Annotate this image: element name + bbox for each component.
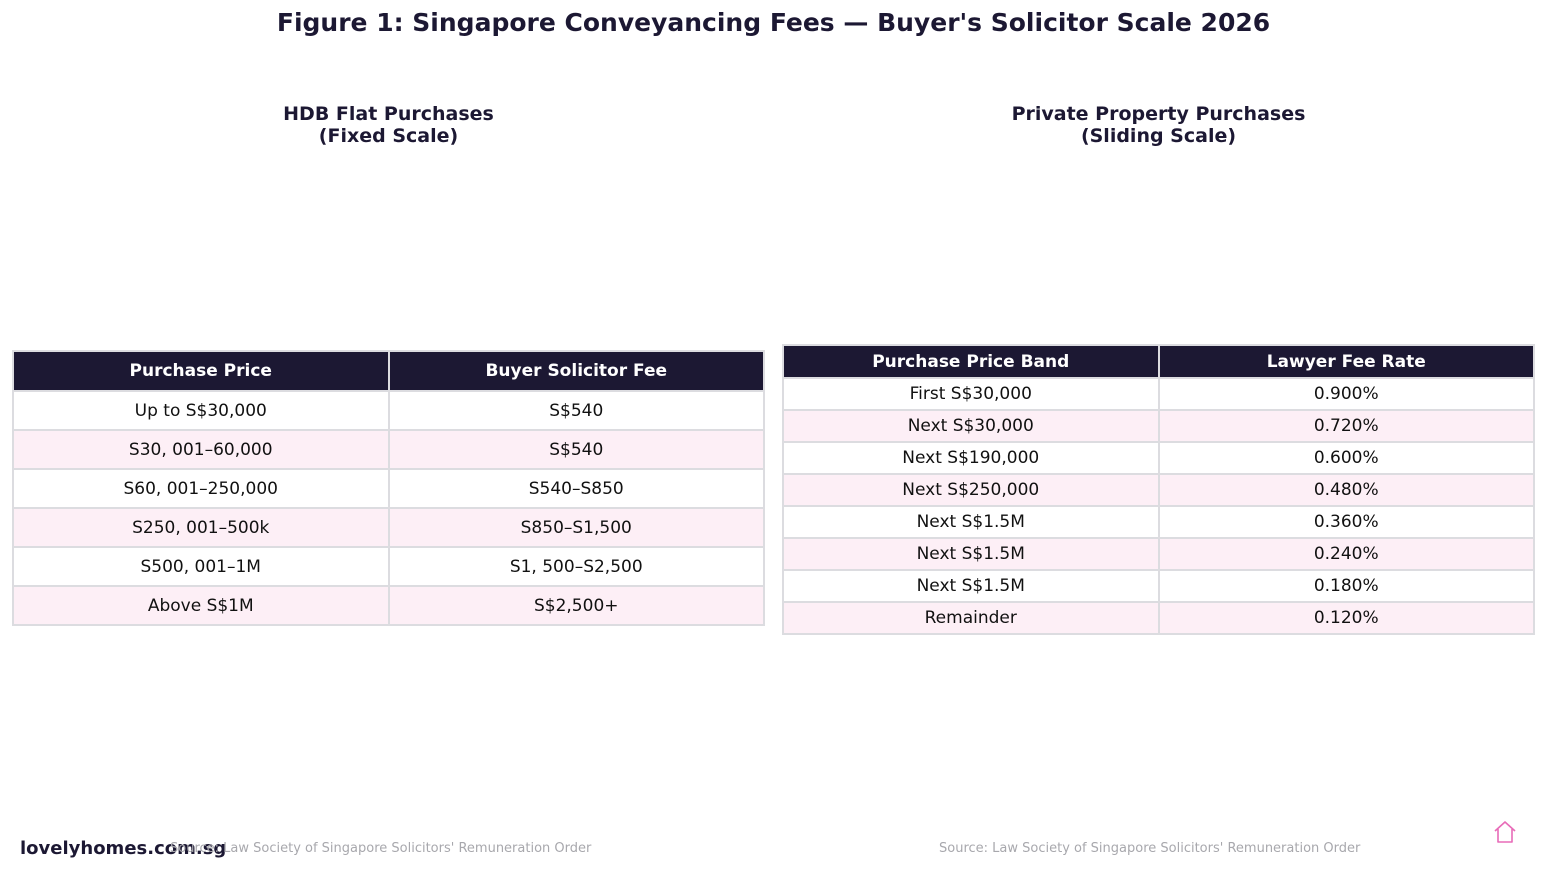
fee-cell: 0.240% bbox=[1157, 537, 1535, 571]
price-band-cell: Next S$190,000 bbox=[782, 441, 1160, 475]
fee-cell: S540–S850 bbox=[387, 468, 765, 509]
price-band-cell: Next S$1.5M bbox=[782, 569, 1160, 603]
column-header: Purchase Price bbox=[12, 350, 390, 392]
fee-cell: 0.360% bbox=[1157, 505, 1535, 539]
table-row: Next S$250,000 0.480% bbox=[782, 473, 1535, 507]
hdb-panel-title: HDB Flat Purchases (Fixed Scale) bbox=[13, 103, 764, 147]
brand-logo-text: lovelyhomes.com.sg bbox=[20, 838, 227, 859]
column-header: Purchase Price Band bbox=[782, 344, 1160, 379]
table-row: S250, 001–500k S850–S1,500 bbox=[12, 507, 765, 548]
fee-cell: S1, 500–S2,500 bbox=[387, 546, 765, 587]
fee-cell: 0.480% bbox=[1157, 473, 1535, 507]
table-row: Remainder 0.120% bbox=[782, 601, 1535, 635]
price-band-cell: Next S$1.5M bbox=[782, 537, 1160, 571]
table-header-row: Purchase Price Band Lawyer Fee Rate bbox=[782, 344, 1535, 379]
fee-cell: 0.720% bbox=[1157, 409, 1535, 443]
table-row: Next S$30,000 0.720% bbox=[782, 409, 1535, 443]
fee-cell: S$2,500+ bbox=[387, 585, 765, 626]
table-row: Next S$1.5M 0.360% bbox=[782, 505, 1535, 539]
table-row: Up to S$30,000 S$540 bbox=[12, 390, 765, 431]
private-panel-title: Private Property Purchases (Sliding Scal… bbox=[783, 103, 1534, 147]
table-header-row: Purchase Price Buyer Solicitor Fee bbox=[12, 350, 765, 392]
fee-cell: 0.600% bbox=[1157, 441, 1535, 475]
table-row: Next S$1.5M 0.240% bbox=[782, 537, 1535, 571]
hdb-fee-table: Purchase Price Buyer Solicitor Fee Up to… bbox=[12, 350, 765, 626]
table-row: Next S$1.5M 0.180% bbox=[782, 569, 1535, 603]
fee-cell: S$540 bbox=[387, 429, 765, 470]
home-icon bbox=[1494, 821, 1516, 843]
table-row: S500, 001–1M S1, 500–S2,500 bbox=[12, 546, 765, 587]
table-row: Next S$190,000 0.600% bbox=[782, 441, 1535, 475]
price-band-cell: Remainder bbox=[782, 601, 1160, 635]
column-header: Buyer Solicitor Fee bbox=[387, 350, 765, 392]
hdb-source-note: Source: Law Society of Singapore Solicit… bbox=[170, 841, 592, 856]
price-band-cell: Above S$1M bbox=[12, 585, 390, 626]
price-band-cell: S250, 001–500k bbox=[12, 507, 390, 548]
price-band-cell: Next S$30,000 bbox=[782, 409, 1160, 443]
table-row: S60, 001–250,000 S540–S850 bbox=[12, 468, 765, 509]
fee-cell: S850–S1,500 bbox=[387, 507, 765, 548]
price-band-cell: Next S$1.5M bbox=[782, 505, 1160, 539]
price-band-cell: S500, 001–1M bbox=[12, 546, 390, 587]
fee-cell: 0.120% bbox=[1157, 601, 1535, 635]
fee-cell: 0.180% bbox=[1157, 569, 1535, 603]
fee-cell: 0.900% bbox=[1157, 377, 1535, 411]
price-band-cell: Up to S$30,000 bbox=[12, 390, 390, 431]
table-row: Above S$1M S$2,500+ bbox=[12, 585, 765, 626]
price-band-cell: S30, 001–60,000 bbox=[12, 429, 390, 470]
fee-cell: S$540 bbox=[387, 390, 765, 431]
price-band-cell: First S$30,000 bbox=[782, 377, 1160, 411]
figure-title: Figure 1: Singapore Conveyancing Fees — … bbox=[276, 8, 1271, 37]
column-header: Lawyer Fee Rate bbox=[1157, 344, 1535, 379]
private-fee-table: Purchase Price Band Lawyer Fee Rate Firs… bbox=[782, 344, 1535, 635]
private-title-line-1: Private Property Purchases bbox=[1011, 103, 1306, 125]
private-title-line-2: (Sliding Scale) bbox=[1080, 125, 1237, 147]
price-band-cell: Next S$250,000 bbox=[782, 473, 1160, 507]
price-band-cell: S60, 001–250,000 bbox=[12, 468, 390, 509]
private-source-note: Source: Law Society of Singapore Solicit… bbox=[939, 841, 1361, 856]
table-row: First S$30,000 0.900% bbox=[782, 377, 1535, 411]
hdb-title-line-1: HDB Flat Purchases bbox=[283, 103, 494, 125]
hdb-title-line-2: (Fixed Scale) bbox=[318, 125, 459, 147]
table-row: S30, 001–60,000 S$540 bbox=[12, 429, 765, 470]
